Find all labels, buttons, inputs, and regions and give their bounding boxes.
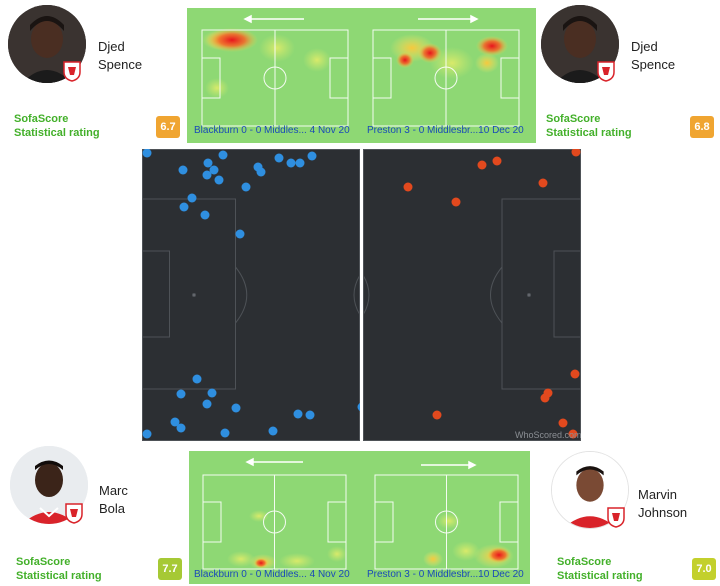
touch-dot bbox=[241, 182, 251, 192]
touch-dot bbox=[403, 182, 413, 192]
heat-blob bbox=[249, 510, 269, 522]
touch-dot bbox=[176, 423, 186, 433]
arrow-left-icon bbox=[245, 457, 303, 467]
touch-dot bbox=[538, 178, 548, 188]
heatmap-panel-top: Blackburn 0 - 0 Middles... 4 Nov 20 Pres… bbox=[187, 8, 536, 143]
touch-dot bbox=[286, 158, 296, 168]
heat-blob bbox=[259, 34, 295, 62]
touch-dot bbox=[558, 418, 568, 428]
rating-badge: 6.8 bbox=[690, 116, 714, 138]
player-avatar bbox=[10, 446, 88, 524]
touch-dot bbox=[570, 369, 580, 379]
touch-dot bbox=[477, 160, 487, 170]
pitch-lines bbox=[372, 29, 520, 127]
pitch-lines bbox=[202, 474, 347, 570]
heat-blob bbox=[206, 28, 258, 52]
touch-dot bbox=[176, 389, 186, 399]
touch-dot bbox=[179, 202, 189, 212]
player-name: Marvin Johnson bbox=[638, 487, 688, 520]
rating-badge: 7.7 bbox=[158, 558, 182, 580]
match-caption[interactable]: Blackburn 0 - 0 Middles... 4 Nov 20 bbox=[194, 125, 350, 136]
rating-badge: 7.0 bbox=[692, 558, 716, 580]
heatmap-panel-bottom: Blackburn 0 - 0 Middles... 4 Nov 20 Pres… bbox=[189, 451, 530, 584]
heat-blob bbox=[437, 513, 461, 529]
touch-dot bbox=[207, 388, 217, 398]
touch-dot bbox=[170, 417, 180, 427]
touch-dot bbox=[235, 229, 245, 239]
touch-dot bbox=[451, 197, 461, 207]
touch-dot bbox=[307, 151, 317, 161]
heat-blob bbox=[227, 551, 255, 567]
pitch-divider bbox=[360, 149, 363, 441]
player-avatar bbox=[551, 451, 629, 529]
rating-label: SofaScore Statistical rating bbox=[546, 113, 632, 139]
player-name: Marc Bola bbox=[99, 483, 128, 516]
arrow-right-icon bbox=[418, 14, 479, 24]
touch-map-left bbox=[142, 149, 360, 441]
touch-dot bbox=[293, 409, 303, 419]
heat-blob bbox=[396, 52, 414, 68]
match-caption[interactable]: Blackburn 0 - 0 Middles... 4 Nov 20 bbox=[194, 569, 350, 580]
match-caption[interactable]: Preston 3 - 0 Middlesbr...10 Dec 20 bbox=[367, 569, 524, 580]
heat-blob bbox=[327, 546, 347, 562]
touch-dot bbox=[214, 175, 224, 185]
touch-dot bbox=[357, 402, 360, 412]
player-name: Djed Spence bbox=[631, 39, 676, 72]
touch-dot bbox=[178, 165, 188, 175]
heat-blob bbox=[303, 48, 331, 72]
touch-dot bbox=[256, 167, 266, 177]
touch-dot bbox=[209, 165, 219, 175]
touch-dot bbox=[295, 158, 305, 168]
touch-dot bbox=[231, 403, 241, 413]
club-crest-icon bbox=[62, 60, 82, 82]
touch-dot bbox=[218, 150, 228, 160]
touch-dots-right bbox=[403, 149, 581, 439]
heat-blob bbox=[476, 36, 508, 56]
touch-dot bbox=[142, 149, 152, 158]
whoscored-watermark: WhoScored.com bbox=[515, 430, 581, 440]
touch-dot bbox=[187, 193, 197, 203]
touch-dot bbox=[492, 156, 502, 166]
touch-dot bbox=[540, 393, 550, 403]
pitch-lines bbox=[201, 29, 349, 127]
club-crest-icon bbox=[606, 506, 626, 528]
touch-dot bbox=[305, 410, 315, 420]
heat-blob bbox=[430, 47, 474, 79]
touch-dot bbox=[203, 158, 213, 168]
touch-dot bbox=[202, 399, 212, 409]
heat-blob bbox=[254, 558, 268, 568]
touch-map-right: WhoScored.com bbox=[363, 149, 581, 441]
pitch-lines bbox=[374, 474, 519, 570]
rating-label: SofaScore Statistical rating bbox=[16, 556, 102, 582]
player-avatar bbox=[8, 5, 86, 83]
touch-dot bbox=[202, 170, 212, 180]
heat-blob bbox=[423, 551, 443, 567]
club-crest-icon bbox=[64, 502, 84, 524]
touch-dot bbox=[192, 374, 202, 384]
touch-dot bbox=[142, 429, 152, 439]
heat-blob bbox=[487, 547, 511, 563]
rating-label: SofaScore Statistical rating bbox=[557, 556, 643, 582]
rating-badge: 6.7 bbox=[156, 116, 180, 138]
arrow-right-icon bbox=[421, 460, 477, 470]
heat-blob bbox=[452, 541, 480, 561]
club-crest-icon bbox=[596, 60, 616, 82]
touch-dot bbox=[432, 410, 442, 420]
touch-dot bbox=[571, 149, 581, 157]
touch-dot bbox=[274, 153, 284, 163]
touch-dots-left bbox=[142, 149, 360, 439]
touch-dot bbox=[568, 429, 578, 439]
heat-blob bbox=[205, 78, 229, 98]
arrow-left-icon bbox=[243, 14, 304, 24]
touch-dot bbox=[268, 426, 278, 436]
touch-dot bbox=[220, 428, 230, 438]
heat-blob bbox=[475, 53, 499, 73]
pitch-lines bbox=[142, 149, 360, 441]
pitch-lines bbox=[363, 149, 581, 441]
player-name: Djed Spence bbox=[98, 39, 143, 72]
touch-dot bbox=[200, 210, 210, 220]
heat-blob bbox=[279, 553, 315, 569]
match-caption[interactable]: Preston 3 - 0 Middlesbr...10 Dec 20 bbox=[367, 125, 524, 136]
rating-label: SofaScore Statistical rating bbox=[14, 113, 100, 139]
